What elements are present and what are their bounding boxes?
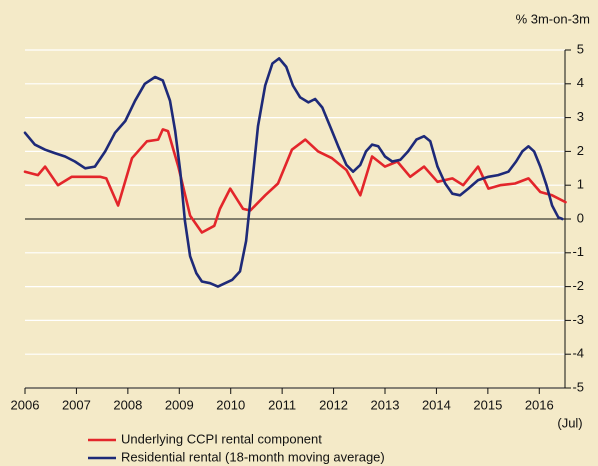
x-tick-label: 2009 bbox=[165, 397, 194, 412]
y-tick-label: -1 bbox=[572, 244, 584, 259]
y-tick-label: 4 bbox=[577, 75, 584, 90]
x-tick-label: 2006 bbox=[11, 397, 40, 412]
x-tick-label: 2011 bbox=[268, 397, 296, 412]
legend-label: Residential rental (18-month moving aver… bbox=[121, 449, 385, 464]
annotation: (Jul) bbox=[557, 415, 582, 430]
y-tick-label: 0 bbox=[577, 210, 584, 225]
x-tick-label: 2015 bbox=[473, 397, 502, 412]
legend-label: Underlying CCPI rental component bbox=[121, 431, 322, 446]
y-tick-label: 1 bbox=[577, 177, 584, 192]
y-tick-label: -4 bbox=[572, 346, 584, 361]
series-line bbox=[23, 57, 564, 288]
y-tick-label: 2 bbox=[577, 143, 584, 158]
x-tick-label: 2010 bbox=[216, 397, 245, 412]
y-tick-label: 5 bbox=[577, 41, 584, 56]
y-unit-label: % 3m-on-3m bbox=[516, 11, 590, 26]
series-line bbox=[23, 128, 567, 234]
x-tick-label: 2013 bbox=[371, 397, 400, 412]
x-tick-label: 2007 bbox=[62, 397, 91, 412]
x-tick-label: 2008 bbox=[113, 397, 142, 412]
x-tick-label: 2012 bbox=[319, 397, 348, 412]
y-tick-label: 3 bbox=[577, 109, 584, 124]
x-tick-label: 2014 bbox=[422, 397, 451, 412]
x-tick-label: 2016 bbox=[525, 397, 554, 412]
y-tick-label: -2 bbox=[572, 278, 584, 293]
y-tick-label: -5 bbox=[572, 379, 584, 394]
y-tick-label: -3 bbox=[572, 312, 584, 327]
